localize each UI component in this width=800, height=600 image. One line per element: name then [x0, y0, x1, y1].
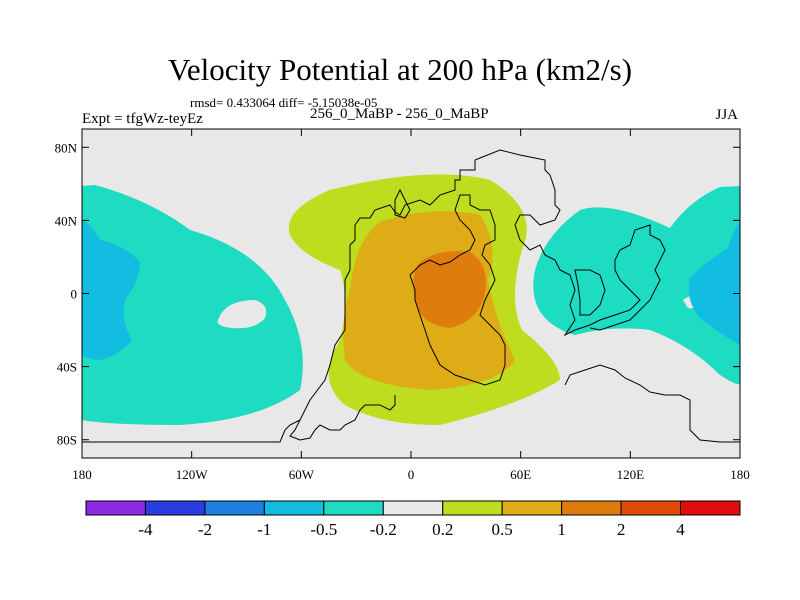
eastern-negative-region	[533, 186, 740, 385]
y-tick-label: 40N	[55, 213, 78, 228]
contour-fields	[82, 174, 740, 425]
colorbar-label: -0.5	[310, 520, 337, 539]
stats-line: rmsd= 0.433064 diff= -5.15038e-05	[190, 95, 378, 110]
x-tick-label: 180	[72, 467, 92, 482]
colorbar-swatch	[382, 500, 444, 516]
colorbar-swatch	[561, 500, 622, 516]
colorbar-swatch	[263, 500, 325, 516]
coastline-antarctica	[82, 419, 301, 443]
y-axis: 80N 40N 0 40S 80S	[55, 140, 740, 448]
africa-1-region	[413, 251, 486, 328]
x-tick-label: 120W	[176, 467, 209, 482]
colorbar-label: -0.2	[370, 520, 397, 539]
season-label: JJA	[715, 107, 738, 123]
colorbar-label: -1	[257, 520, 271, 539]
page-title: Velocity Potential at 200 hPa (km2/s)	[167, 52, 633, 87]
colorbar-label: 1	[557, 520, 566, 539]
colorbar-swatch	[680, 500, 741, 516]
y-tick-label: 80N	[55, 140, 78, 155]
coastline-island-nw	[394, 188, 411, 219]
colorbar-swatch	[501, 500, 563, 516]
coastline-island-ne	[574, 269, 606, 316]
x-tick-label: 60W	[289, 467, 315, 482]
x-tick-label: 0	[408, 467, 415, 482]
y-tick-label: 80S	[57, 433, 77, 448]
y-tick-label: 40S	[57, 360, 77, 375]
colorbar: -4 -2 -1 -0.5 -0.2 0.2 0.5 1 2 4	[85, 500, 741, 539]
western-minus1-region	[82, 220, 140, 360]
runs-label: 256_0_MaBP - 256_0_MaBP	[310, 106, 489, 122]
colorbar-label: -4	[138, 520, 153, 539]
colorbar-swatch	[442, 500, 503, 516]
coastlines	[82, 149, 740, 443]
x-tick-label: 60E	[510, 467, 531, 482]
colorbar-label: 4	[676, 520, 685, 539]
coastline-africa	[409, 194, 506, 386]
coastline-australia	[564, 364, 740, 443]
colorbar-label: 0.2	[432, 520, 453, 539]
eastern-minus1-region	[688, 222, 740, 345]
y-tick-label: 0	[71, 287, 78, 302]
coastline-eurasia	[474, 149, 666, 337]
colorbar-label: 0.5	[492, 520, 513, 539]
experiment-label: Expt = tfgWz-teyEz	[82, 111, 203, 127]
x-axis: 180 120W 60W 0 60E 120E 180	[72, 129, 750, 482]
colorbar-swatch	[204, 500, 265, 516]
x-tick-label: 180	[730, 467, 750, 482]
colorbar-swatch	[85, 500, 146, 516]
colorbar-swatch	[144, 500, 206, 516]
western-negative-region	[82, 185, 303, 425]
colorbar-label: -2	[198, 520, 212, 539]
colorbar-swatch	[620, 500, 682, 516]
colorbar-label: 2	[617, 520, 626, 539]
colorbar-swatch	[323, 500, 384, 516]
x-tick-label: 120E	[617, 467, 645, 482]
coastline-americas-africa	[289, 160, 476, 441]
